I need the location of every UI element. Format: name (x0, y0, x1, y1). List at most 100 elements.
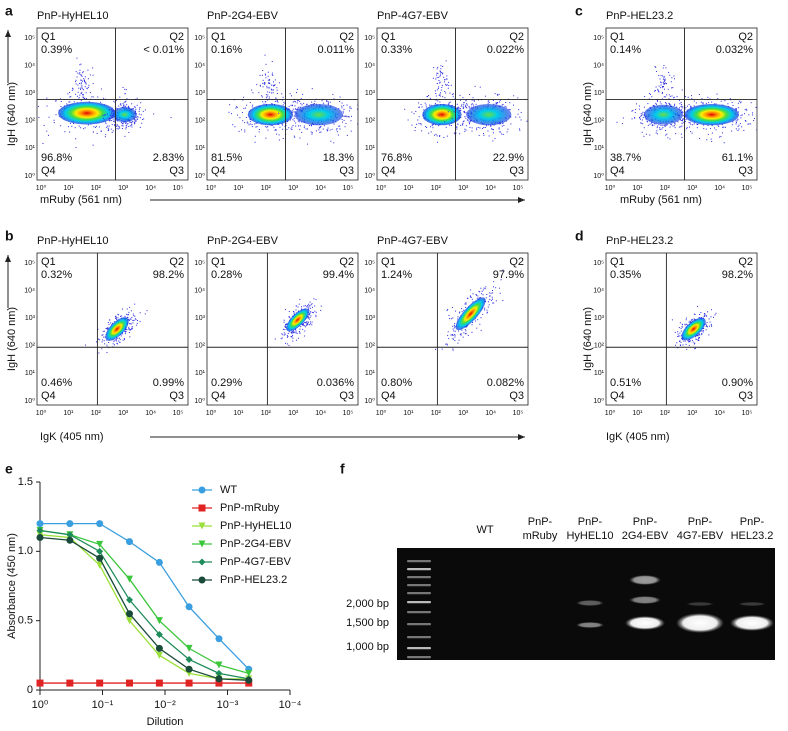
event-dot (706, 321, 708, 323)
event-dot (706, 325, 708, 327)
event-dot (307, 323, 309, 325)
event-dot (291, 332, 293, 334)
event-dot (300, 98, 302, 100)
event-dot (116, 128, 118, 130)
event-dot (672, 87, 674, 89)
event-dot (282, 334, 284, 336)
event-dot (463, 111, 465, 113)
event-dot (656, 130, 658, 132)
event-dot (690, 105, 692, 107)
event-dot (131, 316, 133, 318)
event-dot (696, 338, 698, 340)
event-dot (449, 124, 451, 126)
data-point (36, 533, 44, 541)
legend-marker (198, 504, 206, 512)
event-dot (106, 113, 108, 115)
event-dot (295, 312, 297, 314)
event-dot (651, 124, 653, 126)
event-dot (288, 109, 290, 111)
plot-title: PnP-HyHEL10 (37, 10, 109, 22)
event-dot (110, 118, 112, 120)
ladder-band (407, 611, 431, 614)
event-dot (120, 104, 122, 106)
event-dot (443, 81, 445, 83)
event-dot (487, 103, 489, 105)
event-dot (452, 337, 454, 339)
event-dot (479, 291, 481, 293)
event-dot (684, 323, 686, 325)
event-dot (284, 325, 286, 327)
event-dot (680, 345, 682, 347)
event-dot (664, 102, 666, 104)
event-dot (649, 134, 651, 136)
event-dot (414, 130, 416, 132)
event-dot (483, 126, 485, 128)
event-dot (430, 104, 432, 106)
dna-band (576, 600, 604, 606)
event-dot (664, 124, 666, 126)
event-dot (119, 96, 121, 98)
y-axis-label: Absorbance (450 nm) (6, 533, 18, 639)
event-dot (686, 348, 688, 350)
event-dot (126, 98, 128, 100)
event-dot (297, 100, 299, 102)
event-dot (456, 103, 458, 105)
event-dot (444, 90, 446, 92)
event-dot (136, 97, 138, 99)
event-dot (661, 93, 663, 95)
event-dot (314, 310, 316, 312)
quadrant-percent: 0.036% (317, 377, 355, 389)
event-dot (291, 95, 293, 97)
event-dot (724, 126, 726, 128)
y-axis-label: IgH (640 nm) (582, 82, 594, 146)
event-dot (287, 120, 289, 122)
event-dot (80, 75, 82, 77)
event-dot (307, 308, 309, 310)
event-dot (440, 89, 442, 91)
x-tick-label: 10¹ (632, 410, 643, 417)
event-dot (460, 105, 462, 107)
event-dot (293, 331, 295, 333)
event-dot (276, 100, 278, 102)
event-dot (274, 338, 276, 340)
event-dot (445, 92, 447, 94)
event-dot (85, 344, 87, 346)
event-dot (662, 87, 664, 89)
y-axis-label: IgH (640 nm) (6, 307, 18, 371)
event-dot (445, 343, 447, 345)
flow-plot: 10⁰10⁰10¹10¹10²10²10³10³10⁴10⁴10⁵10⁵PnP-… (364, 235, 529, 417)
event-dot (133, 315, 135, 317)
event-dot (663, 81, 665, 83)
event-dot (129, 329, 131, 331)
event-dot (430, 126, 432, 128)
event-dot (310, 304, 312, 306)
event-dot (694, 313, 696, 315)
event-dot (137, 320, 139, 322)
event-dot (113, 120, 115, 122)
density-blob (58, 101, 116, 125)
event-dot (87, 86, 89, 88)
quadrant-percent: 98.2% (153, 269, 184, 281)
event-dot (251, 89, 253, 91)
event-dot (414, 126, 416, 128)
event-dot (55, 100, 57, 102)
flow-plot: 10⁰10⁰10¹10¹10²10²10³10³10⁴10⁴10⁵10⁵PnP-… (24, 10, 189, 192)
flow-plot: 10⁰10⁰10¹10¹10²10²10³10³10⁴10⁴10⁵10⁵PnP-… (364, 10, 529, 192)
event-dot (294, 111, 296, 113)
event-dot (655, 70, 657, 72)
event-dot (84, 127, 86, 129)
y-tick-label: 10¹ (365, 145, 376, 152)
event-dot (679, 335, 681, 337)
event-dot (693, 100, 695, 102)
event-dot (493, 103, 495, 105)
event-dot (454, 326, 456, 328)
event-dot (136, 322, 138, 324)
event-dot (673, 96, 675, 98)
data-point (155, 651, 163, 659)
event-dot (321, 100, 323, 102)
event-dot (449, 318, 451, 320)
event-dot (437, 141, 439, 143)
event-dot (434, 134, 436, 136)
quadrant-percent: 1.24% (381, 269, 412, 281)
event-dot (452, 338, 454, 340)
